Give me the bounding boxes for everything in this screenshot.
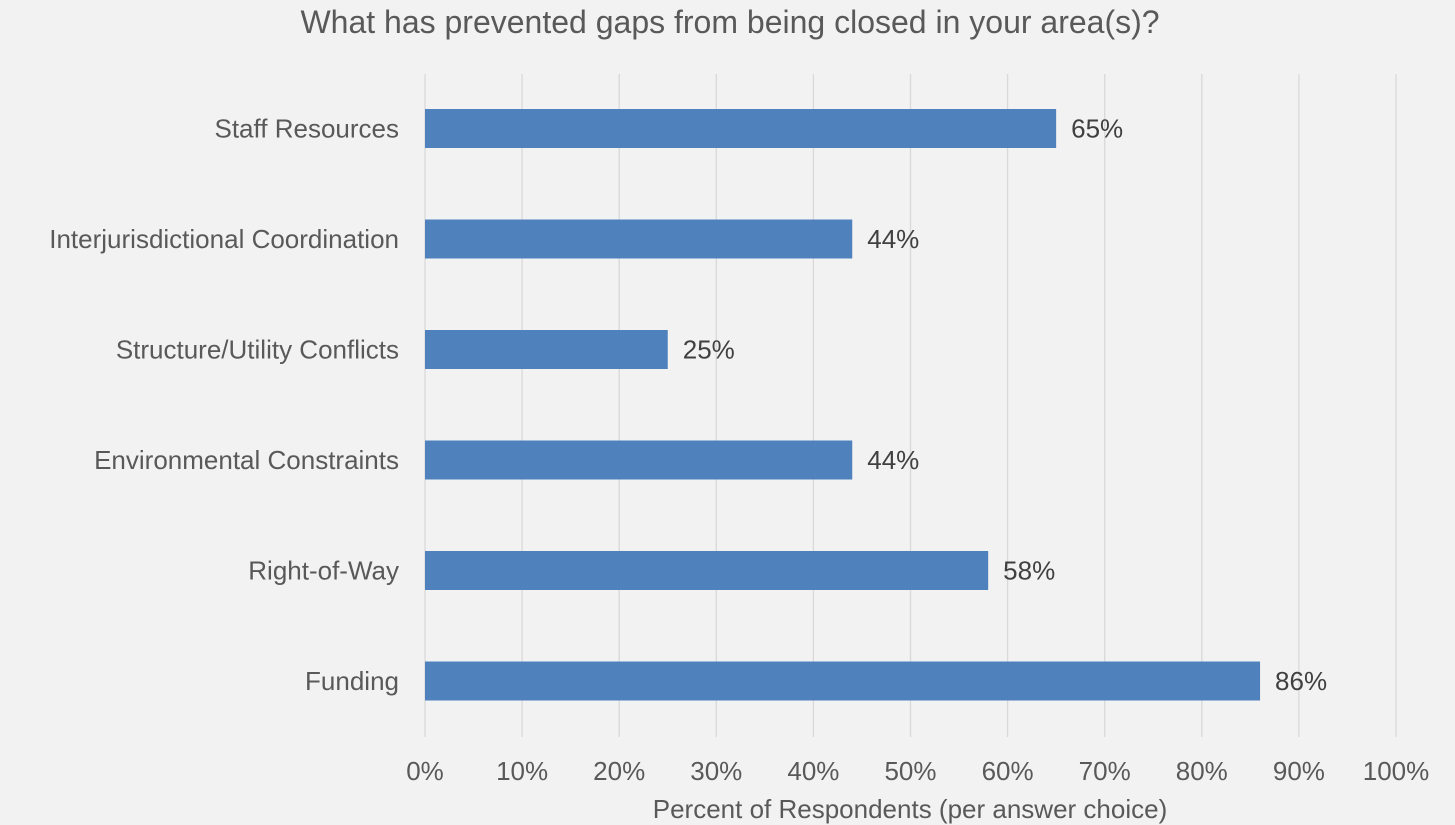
- data-label: 58%: [1003, 556, 1055, 586]
- x-tick-label: 10%: [496, 756, 548, 786]
- x-tick-label: 0%: [406, 756, 444, 786]
- category-label: Staff Resources: [214, 114, 399, 144]
- data-label: 25%: [683, 335, 735, 365]
- chart-title: What has prevented gaps from being close…: [300, 4, 1159, 40]
- category-label: Structure/Utility Conflicts: [116, 335, 399, 365]
- category-labels: Staff Resources Interjurisdictional Coord…: [49, 114, 399, 697]
- x-tick-label: 100%: [1363, 756, 1430, 786]
- category-label: Right-of-Way: [248, 556, 399, 586]
- category-label: Interjurisdictional Coordination: [49, 224, 399, 254]
- bar: [425, 109, 1057, 148]
- bars: [425, 109, 1261, 701]
- x-tick-labels: 0% 10% 20% 30% 40% 50% 60% 70% 80% 90% 100%: [406, 756, 1429, 786]
- data-label: 44%: [867, 445, 919, 475]
- category-label: Funding: [305, 666, 399, 696]
- x-tick-label: 30%: [690, 756, 742, 786]
- data-label: 86%: [1275, 666, 1327, 696]
- x-tick-label: 70%: [1079, 756, 1131, 786]
- data-label: 65%: [1071, 114, 1123, 144]
- x-tick-label: 50%: [884, 756, 936, 786]
- bar: [425, 551, 989, 590]
- bar: [425, 330, 668, 369]
- gridlines: [424, 74, 1397, 737]
- bar: [425, 661, 1261, 701]
- x-tick-label: 90%: [1273, 756, 1325, 786]
- x-tick-label: 20%: [593, 756, 645, 786]
- data-label: 44%: [867, 224, 919, 254]
- x-tick-label: 80%: [1176, 756, 1228, 786]
- category-label: Environmental Constraints: [94, 445, 399, 475]
- bar: [425, 219, 853, 259]
- x-axis-title: Percent of Respondents (per answer choic…: [653, 794, 1168, 824]
- x-tick-label: 60%: [982, 756, 1034, 786]
- x-tick-label: 40%: [787, 756, 839, 786]
- value-labels: 65% 44% 25% 44% 58% 86%: [683, 114, 1327, 697]
- bar: [425, 440, 853, 480]
